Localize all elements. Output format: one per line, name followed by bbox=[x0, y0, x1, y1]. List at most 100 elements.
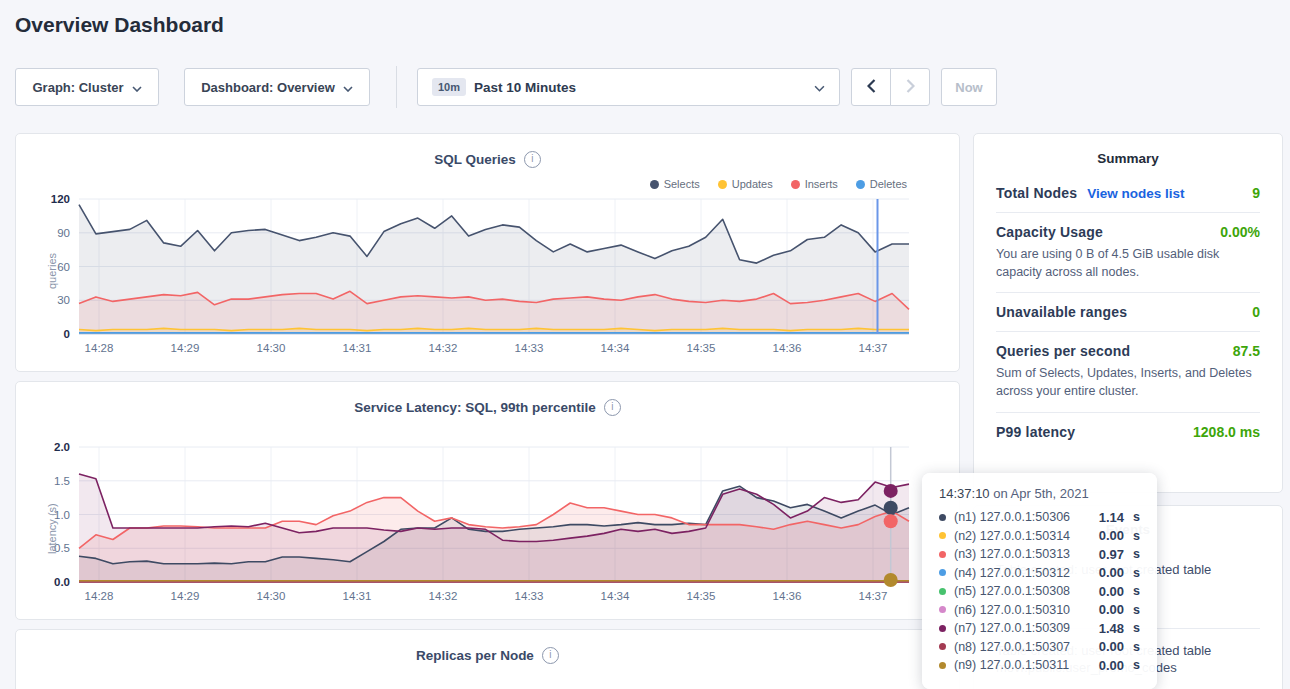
chart-title: SQL Queries bbox=[434, 152, 516, 167]
time-prev-button[interactable] bbox=[851, 68, 891, 106]
p99-value: 1208.0 ms bbox=[1193, 424, 1260, 440]
svg-text:2.0: 2.0 bbox=[54, 441, 70, 453]
dashboard-dropdown-label: Dashboard: Overview bbox=[201, 80, 335, 95]
dashboard-dropdown[interactable]: Dashboard: Overview bbox=[184, 68, 370, 106]
node-latency-value: 1.14 bbox=[1099, 510, 1124, 525]
y-axis-label: latency (s) bbox=[46, 503, 58, 554]
total-nodes-value: 9 bbox=[1252, 185, 1260, 201]
graph-dropdown[interactable]: Graph: Cluster bbox=[15, 68, 159, 106]
svg-text:1.5: 1.5 bbox=[54, 475, 70, 487]
svg-text:14:28: 14:28 bbox=[85, 342, 114, 354]
p99-label: P99 latency bbox=[996, 424, 1075, 440]
now-button[interactable]: Now bbox=[941, 68, 997, 106]
node-address: (n8) 127.0.0.1:50307 bbox=[954, 640, 1070, 654]
svg-text:14:36: 14:36 bbox=[773, 342, 802, 354]
toolbar-divider bbox=[396, 66, 397, 108]
time-range-label: Past 10 Minutes bbox=[474, 80, 576, 95]
page-title: Overview Dashboard bbox=[15, 13, 224, 37]
hover-dot bbox=[884, 573, 898, 587]
summary-row-unavailable-ranges: Unavailable ranges 0 bbox=[996, 292, 1260, 331]
node-address: (n4) 127.0.0.1:50312 bbox=[954, 566, 1070, 580]
tooltip-row-n7: (n7) 127.0.0.1:503091.48s bbox=[939, 619, 1140, 638]
tooltip-row-n9: (n9) 127.0.0.1:50311 0.00 s bbox=[939, 656, 1140, 675]
node-address: (n9) 127.0.0.1:50311 bbox=[954, 658, 1069, 672]
svg-text:14:33: 14:33 bbox=[515, 342, 544, 354]
info-icon[interactable]: i bbox=[542, 647, 559, 664]
latency-unit: s bbox=[1133, 658, 1140, 672]
latency-unit: s bbox=[1133, 566, 1140, 580]
svg-text:14:31: 14:31 bbox=[343, 342, 372, 354]
svg-text:14:37: 14:37 bbox=[859, 590, 888, 602]
svg-text:0: 0 bbox=[64, 328, 70, 340]
summary-row-p99: P99 latency 1208.0 ms bbox=[996, 412, 1260, 451]
node-color-dot bbox=[939, 588, 946, 595]
view-nodes-list-link[interactable]: View nodes list bbox=[1087, 186, 1184, 201]
node-color-dot bbox=[939, 643, 946, 650]
svg-text:0.0: 0.0 bbox=[54, 576, 70, 588]
svg-text:14:34: 14:34 bbox=[601, 342, 630, 354]
node-latency-value: 0.97 bbox=[1099, 547, 1124, 562]
capacity-desc: You are using 0 B of 4.5 GiB usable disk… bbox=[996, 245, 1260, 281]
sql-queries-chart[interactable]: 030609012014:2814:2914:3014:3114:3214:33… bbox=[30, 174, 950, 364]
tooltip-row-n4: (n4) 127.0.0.1:50312 0.00 s bbox=[939, 564, 1140, 583]
svg-text:90: 90 bbox=[57, 227, 70, 239]
hover-dot bbox=[884, 514, 898, 528]
qps-desc: Sum of Selects, Updates, Inserts, and De… bbox=[996, 364, 1260, 400]
tooltip-row-n3: (n3) 127.0.0.1:503130.97s bbox=[939, 545, 1140, 564]
unavailable-ranges-value: 0 bbox=[1252, 304, 1260, 320]
tooltip-row-n5: (n5) 127.0.0.1:503080.00s bbox=[939, 582, 1140, 601]
summary-row-total-nodes: Total Nodes View nodes list 9 bbox=[996, 174, 1260, 212]
time-range-picker[interactable]: 10m Past 10 Minutes bbox=[417, 68, 840, 106]
sql-queries-panel: SQL Queries i SelectsUpdatesInsertsDelet… bbox=[15, 133, 960, 372]
capacity-label: Capacity Usage bbox=[996, 224, 1103, 240]
node-color-dot bbox=[939, 606, 946, 613]
node-latency-value: 0.00 bbox=[1099, 639, 1124, 654]
service-latency-chart[interactable]: 0.00.51.01.52.014:2814:2914:3014:3114:32… bbox=[30, 422, 950, 612]
hover-dot bbox=[884, 501, 898, 515]
latency-unit: s bbox=[1133, 584, 1140, 598]
chart-hover-tooltip: 14:37:10 on Apr 5th, 2021 (n1) 127.0.0.1… bbox=[922, 473, 1157, 689]
chevron-down-icon bbox=[343, 80, 353, 95]
svg-text:14:28: 14:28 bbox=[85, 590, 114, 602]
latency-unit: s bbox=[1133, 640, 1140, 654]
tooltip-timestamp: 14:37:10 on Apr 5th, 2021 bbox=[939, 486, 1140, 501]
info-icon[interactable]: i bbox=[604, 399, 621, 416]
latency-unit: s bbox=[1133, 621, 1140, 635]
svg-text:14:30: 14:30 bbox=[257, 342, 286, 354]
node-latency-value: 0.00 bbox=[1099, 528, 1124, 543]
node-address: (n7) 127.0.0.1:50309 bbox=[954, 621, 1070, 635]
svg-text:14:36: 14:36 bbox=[773, 590, 802, 602]
replicas-per-node-panel: Replicas per Node i bbox=[15, 629, 960, 689]
chevron-left-icon bbox=[867, 79, 876, 96]
svg-text:14:35: 14:35 bbox=[687, 342, 716, 354]
summary-panel: Summary Total Nodes View nodes list 9 Ca… bbox=[973, 133, 1283, 493]
chevron-down-icon bbox=[132, 80, 142, 95]
summary-row-capacity: Capacity Usage 0.00% You are using 0 B o… bbox=[996, 212, 1260, 292]
chart-title: Replicas per Node bbox=[416, 648, 534, 663]
svg-text:14:34: 14:34 bbox=[601, 590, 630, 602]
node-address: (n2) 127.0.0.1:50314 bbox=[954, 529, 1070, 543]
node-latency-value: 0.00 bbox=[1099, 658, 1124, 673]
svg-text:60: 60 bbox=[57, 261, 70, 273]
node-address: (n3) 127.0.0.1:50313 bbox=[954, 547, 1070, 561]
svg-text:14:32: 14:32 bbox=[429, 590, 458, 602]
info-icon[interactable]: i bbox=[524, 151, 541, 168]
node-color-dot bbox=[939, 569, 946, 576]
time-range-badge: 10m bbox=[432, 78, 466, 96]
tooltip-row-n6: (n6) 127.0.0.1:503100.00s bbox=[939, 601, 1140, 620]
svg-text:14:35: 14:35 bbox=[687, 590, 716, 602]
tooltip-row-n8: (n8) 127.0.0.1:50307 0.00 s bbox=[939, 638, 1140, 657]
svg-text:14:33: 14:33 bbox=[515, 590, 544, 602]
node-latency-value: 0.00 bbox=[1099, 565, 1124, 580]
summary-title: Summary bbox=[974, 134, 1282, 174]
svg-text:14:29: 14:29 bbox=[171, 590, 200, 602]
svg-text:14:30: 14:30 bbox=[257, 590, 286, 602]
node-address: (n5) 127.0.0.1:50308 bbox=[954, 584, 1070, 598]
y-axis-label: queries bbox=[46, 253, 58, 289]
time-next-button[interactable] bbox=[890, 68, 930, 106]
node-color-dot bbox=[939, 532, 946, 539]
qps-label: Queries per second bbox=[996, 343, 1130, 359]
tooltip-row-n2: (n2) 127.0.0.1:503140.00s bbox=[939, 527, 1140, 546]
summary-row-qps: Queries per second 87.5 Sum of Selects, … bbox=[996, 331, 1260, 411]
unavailable-ranges-label: Unavailable ranges bbox=[996, 304, 1127, 320]
